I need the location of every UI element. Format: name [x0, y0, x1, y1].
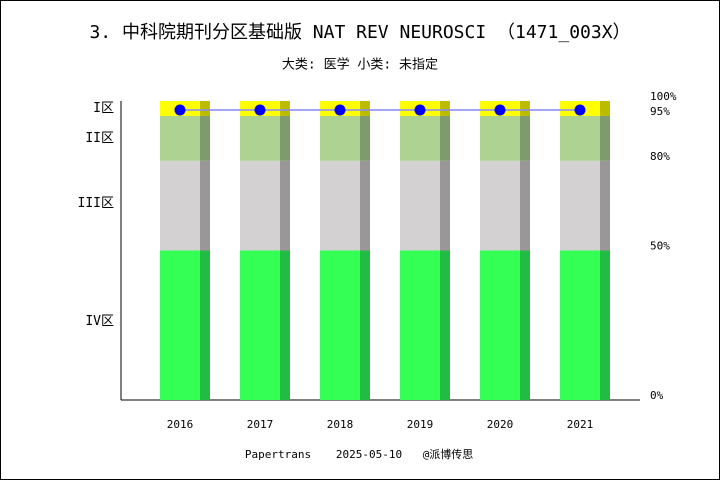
bar-side [200, 115, 210, 161]
bar-segment [560, 250, 600, 400]
bar-side [200, 160, 210, 251]
bar-side [360, 160, 370, 251]
chart-subtitle: 大类: 医学 小类: 未指定 [282, 57, 438, 73]
bar-segment [320, 160, 360, 251]
footer: 2025-05-10 [336, 448, 402, 461]
rank-dot [574, 104, 586, 116]
bar-segment [320, 250, 360, 400]
bar-side [360, 101, 370, 116]
bar-side [440, 115, 450, 161]
rank-dot [334, 104, 346, 116]
bar-segment [160, 250, 200, 400]
chart-title: 3. 中科院期刊分区基础版 NAT REV NEUROSCI （1471_003… [89, 22, 630, 43]
x-tick-label: 2020 [487, 418, 514, 431]
bar-segment [480, 160, 520, 251]
bar-side [280, 115, 290, 161]
bar-segment [560, 160, 600, 251]
x-tick-label: 2016 [167, 418, 194, 431]
bar-side [440, 250, 450, 400]
y-tick-label: 100% [650, 90, 677, 103]
footer: @派博传思 [423, 448, 474, 461]
x-tick-label: 2021 [567, 418, 594, 431]
bar-segment [400, 250, 440, 400]
bar-segment [160, 160, 200, 251]
bar-segment [480, 250, 520, 400]
bar-side [520, 250, 530, 400]
x-tick-label: 2018 [327, 418, 354, 431]
zone-label: IV区 [85, 314, 114, 329]
bar-side [520, 160, 530, 251]
bar-side [440, 160, 450, 251]
zone-label: III区 [78, 196, 114, 211]
bar-side [600, 101, 610, 116]
bar-side [600, 250, 610, 400]
footer: Papertrans [245, 448, 311, 461]
bar-side [360, 250, 370, 400]
bar-side [600, 115, 610, 161]
rank-dot [174, 104, 186, 116]
bar-side [200, 101, 210, 116]
bar-segment [400, 160, 440, 251]
y-tick-label: 50% [650, 240, 670, 253]
rank-dot [254, 104, 266, 116]
zone-label: II区 [85, 131, 114, 146]
y-tick-label: 80% [650, 150, 670, 163]
bar-side [520, 115, 530, 161]
bar-segment [160, 115, 200, 161]
bar-side [360, 115, 370, 161]
bar-segment [560, 115, 600, 161]
y-tick-label: 0% [650, 389, 664, 402]
bar-side [200, 250, 210, 400]
bar-side [280, 160, 290, 251]
bar-segment [240, 160, 280, 251]
bar-side [600, 160, 610, 251]
x-tick-label: 2019 [407, 418, 434, 431]
bar-segment [240, 115, 280, 161]
rank-dot [494, 104, 506, 116]
rank-dot [414, 104, 426, 116]
bar-segment [480, 115, 520, 161]
bar-side [520, 101, 530, 116]
x-tick-label: 2017 [247, 418, 274, 431]
bar-side [440, 101, 450, 116]
bar-segment [320, 115, 360, 161]
bar-side [280, 101, 290, 116]
bar-side [280, 250, 290, 400]
zone-label: I区 [93, 101, 114, 116]
bar-segment [400, 115, 440, 161]
bar-segment [240, 250, 280, 400]
y-tick-label: 95% [650, 105, 670, 118]
